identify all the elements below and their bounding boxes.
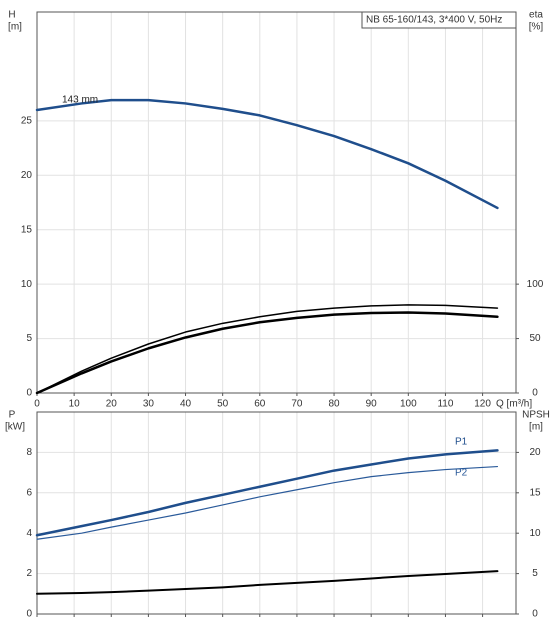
y2-axis-unit: [%]	[529, 22, 544, 33]
y2-tick-label: 50	[529, 333, 541, 344]
y-tick-label: 25	[21, 115, 33, 126]
chart-title: NB 65-160/143, 3*400 V, 50Hz	[366, 15, 502, 26]
x-tick-label: 30	[143, 399, 155, 410]
x-axis-label: Q [m³/h]	[496, 399, 532, 410]
y2-tick-label: 20	[529, 447, 541, 458]
y-axis-unit: [m]	[8, 22, 22, 33]
y-tick-label: 6	[26, 487, 32, 498]
y2-tick-label: 15	[529, 487, 541, 498]
y2-axis-label: NPSH	[522, 410, 550, 421]
y-tick-label: 5	[26, 333, 32, 344]
x-tick-label: 80	[328, 399, 340, 410]
x-tick-label: 60	[254, 399, 266, 410]
y-tick-label: 0	[26, 388, 32, 399]
x-tick-label: 90	[366, 399, 378, 410]
series-line	[35, 311, 499, 395]
y2-tick-label: 0	[532, 388, 538, 399]
y-tick-label: 15	[21, 224, 33, 235]
x-tick-label: 20	[106, 399, 118, 410]
series-line	[36, 465, 499, 540]
y-tick-label: 4	[26, 528, 32, 539]
series-line	[35, 449, 499, 537]
x-tick-label: 40	[180, 399, 192, 410]
x-tick-label: 100	[400, 399, 417, 410]
plot-frame	[36, 11, 517, 394]
x-tick-label: 50	[217, 399, 229, 410]
x-tick-label: 110	[437, 399, 453, 410]
y2-tick-label: 0	[532, 609, 538, 620]
series-line	[36, 570, 499, 595]
plot-frame	[36, 411, 517, 615]
series-label: P2	[455, 468, 468, 479]
y-tick-label: 10	[21, 279, 33, 290]
x-tick-label: 120	[474, 399, 491, 410]
y-tick-label: 0	[26, 609, 32, 620]
series-line	[35, 98, 499, 210]
title-box	[361, 11, 517, 29]
y-tick-label: 8	[26, 447, 32, 458]
y2-tick-label: 10	[529, 528, 541, 539]
x-tick-label: 70	[291, 399, 303, 410]
y-tick-label: 20	[21, 170, 33, 181]
series-line	[36, 304, 499, 394]
series-label: P1	[455, 437, 468, 448]
y2-tick-label: 5	[532, 568, 538, 579]
series-label: 143 mm	[62, 95, 98, 106]
y2-tick-label: 100	[527, 279, 544, 290]
x-tick-label: 10	[69, 399, 81, 410]
y-axis-unit: [kW]	[5, 422, 25, 433]
y-tick-label: 2	[26, 568, 32, 579]
x-tick-label: 0	[34, 399, 40, 410]
y-axis-label: P	[9, 410, 16, 421]
y-axis-label: H	[8, 10, 15, 21]
y2-axis-unit: [m]	[529, 422, 543, 433]
y2-axis-label: eta	[529, 10, 543, 21]
